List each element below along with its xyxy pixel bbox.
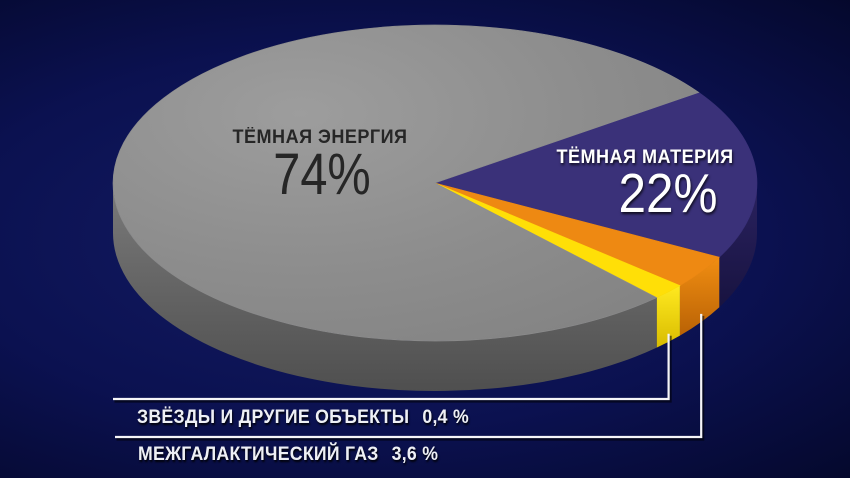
pie-wall-intergalactic_gas: [679, 257, 720, 336]
pie-wall-stars_and_other_objects: [656, 285, 680, 348]
leader-line-gas: [115, 313, 703, 439]
pie-slice-dark_energy: [112, 24, 700, 342]
pie-wall-dark_matter: [719, 183, 757, 308]
pie-slice-dark_matter: [433, 92, 758, 258]
leader-line-stars: [113, 333, 670, 401]
pie-wall-dark_energy: [112, 183, 657, 392]
